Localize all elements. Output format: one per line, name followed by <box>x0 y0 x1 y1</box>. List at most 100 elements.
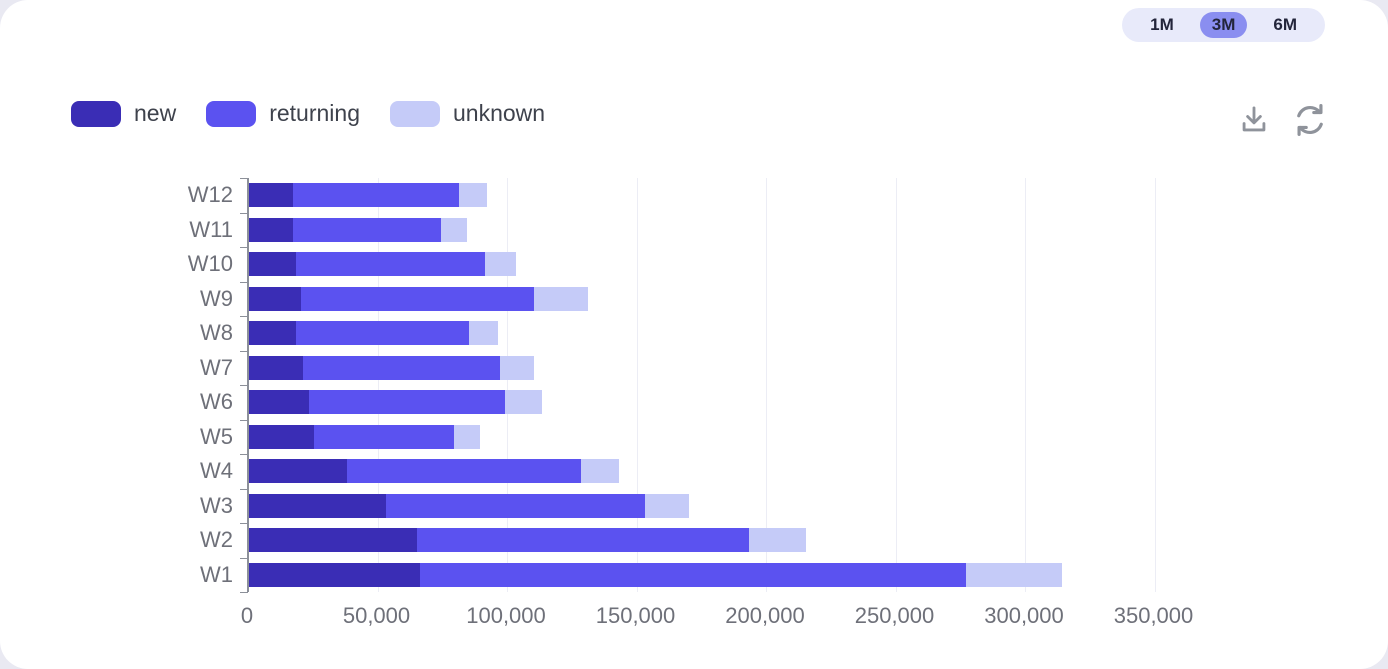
legend-item-new[interactable]: new <box>71 100 176 127</box>
x-axis-label: 250,000 <box>854 603 935 628</box>
bar-segment-w4-returning[interactable] <box>347 459 581 484</box>
bar-row-w6 <box>249 390 542 415</box>
y-axis-tick <box>240 523 248 524</box>
gridline <box>1025 178 1026 592</box>
y-axis-label-w12: W12 <box>187 182 233 208</box>
gridline <box>377 178 379 592</box>
y-axis-tick <box>240 419 248 421</box>
gridline <box>1154 178 1156 592</box>
y-axis-tick <box>240 247 248 248</box>
x-axis-label: 50,000 <box>342 603 411 628</box>
bar-segment-w7-returning[interactable] <box>303 355 501 380</box>
y-axis-label-w5: W5 <box>200 423 233 449</box>
legend-label-unknown: unknown <box>452 100 546 126</box>
y-axis-tick <box>240 281 248 283</box>
time-range-selector: 1M 3M 6M <box>1122 8 1325 42</box>
bar-segment-w8-unknown[interactable] <box>469 321 498 346</box>
bar-segment-w6-returning[interactable] <box>308 390 506 415</box>
legend-swatch-unknown <box>389 100 440 127</box>
x-axis-label: 0 <box>240 603 254 628</box>
y-axis-label-w2: W2 <box>200 527 233 553</box>
bar-segment-w8-new[interactable] <box>249 321 296 346</box>
bar-segment-w11-new[interactable] <box>249 217 294 242</box>
bar-segment-w1-unknown[interactable] <box>966 562 1063 587</box>
time-range-option-1m[interactable]: 1M <box>1138 12 1186 38</box>
bar-segment-w5-unknown[interactable] <box>453 424 480 449</box>
bar-segment-w3-returning[interactable] <box>386 493 646 518</box>
y-axis-label-w10: W10 <box>187 251 233 277</box>
x-axis-label: 100,000 <box>466 603 546 628</box>
legend-swatch-new <box>71 100 121 127</box>
bar-segment-w4-unknown[interactable] <box>580 459 620 484</box>
bar-segment-w10-returning[interactable] <box>295 252 485 277</box>
y-axis-label-w6: W6 <box>200 389 233 415</box>
bar-segment-w12-returning[interactable] <box>293 183 459 208</box>
chart-legend: new returning unknown <box>71 100 545 127</box>
legend-label-new: new <box>134 100 177 126</box>
y-axis-tick <box>240 488 248 490</box>
bar-segment-w6-new[interactable] <box>249 390 309 415</box>
bar-segment-w5-new[interactable] <box>249 424 314 449</box>
legend-swatch-returning <box>206 100 257 127</box>
bar-segment-w12-unknown[interactable] <box>458 183 488 208</box>
bar-segment-w2-unknown[interactable] <box>748 528 806 553</box>
bar-segment-w1-new[interactable] <box>249 562 420 587</box>
y-axis-label-w4: W4 <box>200 458 233 484</box>
y-axis-label-w11: W11 <box>189 216 233 242</box>
bar-segment-w4-new[interactable] <box>249 459 348 484</box>
bar-segment-w2-new[interactable] <box>249 528 418 553</box>
legend-label-returning: returning <box>269 100 360 126</box>
bar-row-w9 <box>249 286 589 311</box>
legend-item-unknown[interactable]: unknown <box>389 100 546 127</box>
bar-segment-w9-new[interactable] <box>249 286 301 311</box>
bar-row-w12 <box>249 183 488 208</box>
x-axis-label: 300,000 <box>984 603 1064 628</box>
bar-segment-w10-unknown[interactable] <box>484 252 516 277</box>
y-axis-tick <box>240 350 248 352</box>
gridline <box>766 178 767 592</box>
gridline <box>636 178 638 592</box>
bar-segment-w7-new[interactable] <box>249 355 304 380</box>
bar-segment-w3-unknown[interactable] <box>645 493 690 518</box>
bar-row-w10 <box>249 252 516 277</box>
legend-item-returning[interactable]: returning <box>206 100 360 127</box>
download-button[interactable] <box>1234 100 1274 140</box>
y-axis-label-w9: W9 <box>200 285 233 311</box>
bar-segment-w7-unknown[interactable] <box>500 355 534 380</box>
time-range-option-6m[interactable]: 6M <box>1261 12 1309 38</box>
bar-segment-w10-new[interactable] <box>249 252 296 277</box>
y-axis-label-w3: W3 <box>200 492 233 518</box>
y-axis-tick <box>240 316 248 317</box>
y-axis-tick <box>240 557 248 559</box>
y-axis-tick <box>240 178 248 179</box>
bar-segment-w11-unknown[interactable] <box>440 217 467 242</box>
gridline <box>507 178 508 592</box>
bar-row-w5 <box>249 424 480 449</box>
bar-row-w11 <box>249 217 467 242</box>
bar-segment-w12-new[interactable] <box>249 183 294 208</box>
bar-segment-w8-returning[interactable] <box>295 321 470 346</box>
bar-segment-w2-returning[interactable] <box>417 528 749 553</box>
y-axis-tick <box>240 454 248 455</box>
y-axis-tick <box>240 592 248 593</box>
bar-row-w2 <box>249 528 806 553</box>
bar-segment-w9-returning[interactable] <box>300 286 534 311</box>
bar-segment-w1-returning[interactable] <box>419 562 967 587</box>
bar-row-w7 <box>249 355 534 380</box>
bar-segment-w11-returning[interactable] <box>293 217 441 242</box>
bar-segment-w6-unknown[interactable] <box>505 390 542 415</box>
y-axis-label-w8: W8 <box>200 320 233 346</box>
y-axis-label-w7: W7 <box>200 354 233 380</box>
y-axis-tick <box>240 212 248 214</box>
bar-chart-plot <box>240 178 1190 593</box>
refresh-button[interactable] <box>1290 100 1330 140</box>
y-axis-label-w1: W1 <box>200 561 233 587</box>
x-axis-label: 150,000 <box>595 603 676 628</box>
x-axis-label: 350,000 <box>1113 603 1194 628</box>
bar-segment-w5-returning[interactable] <box>313 424 454 449</box>
bar-segment-w3-new[interactable] <box>249 493 387 518</box>
bar-row-w1 <box>249 562 1063 587</box>
time-range-option-3m[interactable]: 3M <box>1199 12 1248 38</box>
bar-segment-w9-unknown[interactable] <box>533 286 589 311</box>
